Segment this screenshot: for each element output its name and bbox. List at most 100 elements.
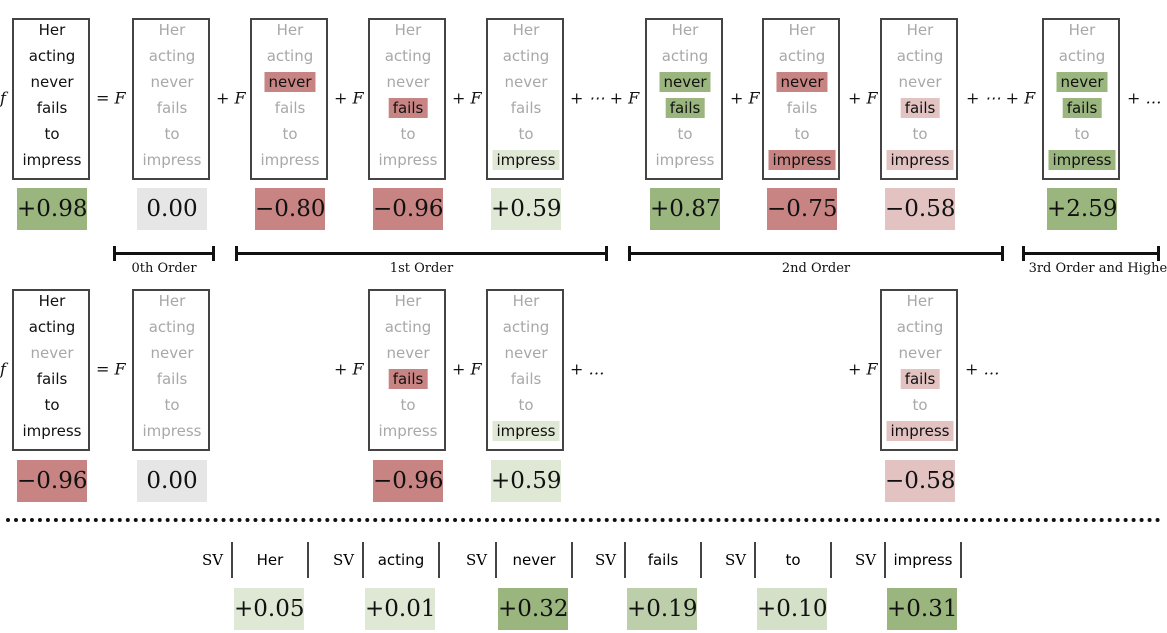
highlighted-token-never: never bbox=[776, 72, 828, 92]
input-bracket bbox=[12, 18, 90, 180]
token-to: to bbox=[282, 125, 298, 143]
token-Her: Her bbox=[1068, 21, 1096, 39]
sv-value-box: +0.19 bbox=[627, 588, 697, 630]
operator: + ⋯ + F bbox=[570, 88, 640, 108]
operator: + … bbox=[570, 359, 605, 379]
value-box: +0.87 bbox=[650, 188, 720, 230]
token-never: never bbox=[386, 344, 430, 362]
token-impress: impress bbox=[378, 422, 438, 440]
input-bracket bbox=[368, 289, 446, 451]
value-box: +0.59 bbox=[491, 460, 561, 502]
sv-bracket: to bbox=[754, 542, 832, 578]
token-to: to bbox=[44, 125, 60, 143]
highlighted-token-impress: impress bbox=[1048, 150, 1116, 170]
token-impress: impress bbox=[22, 151, 82, 169]
highlighted-token-impress: impress bbox=[492, 150, 560, 170]
sv-token: acting bbox=[377, 551, 425, 569]
operator: + F bbox=[334, 88, 364, 108]
token-never: never bbox=[150, 344, 194, 362]
token-to: to bbox=[400, 396, 416, 414]
operator: + F bbox=[452, 359, 482, 379]
sv-label: SV bbox=[202, 551, 224, 569]
token-never: never bbox=[504, 73, 548, 91]
value-box: +0.59 bbox=[491, 188, 561, 230]
operator: = F bbox=[96, 88, 126, 108]
sv-value-box: +0.32 bbox=[498, 588, 568, 630]
sv-label: SV bbox=[333, 551, 355, 569]
operator: + ⋯ + F bbox=[966, 88, 1036, 108]
value-box: −0.58 bbox=[885, 188, 955, 230]
input-bracket bbox=[132, 289, 210, 451]
token-acting: acting bbox=[266, 47, 314, 65]
highlighted-token-fails: fails bbox=[900, 98, 940, 118]
token-impress: impress bbox=[260, 151, 320, 169]
input-bracket bbox=[880, 289, 958, 451]
sv-bracket: Her bbox=[231, 542, 309, 578]
sv-token: fails bbox=[647, 551, 679, 569]
highlighted-token-fails: fails bbox=[665, 98, 705, 118]
value-box: −0.96 bbox=[17, 460, 87, 502]
token-impress: impress bbox=[142, 151, 202, 169]
value-box: −0.75 bbox=[767, 188, 837, 230]
input-bracket bbox=[132, 18, 210, 180]
value-box: −0.58 bbox=[885, 460, 955, 502]
input-bracket bbox=[368, 18, 446, 180]
highlighted-token-fails: fails bbox=[388, 369, 428, 389]
sv-token: never bbox=[512, 551, 556, 569]
operator: f bbox=[0, 359, 6, 379]
highlighted-token-impress: impress bbox=[886, 150, 954, 170]
operator: + F bbox=[334, 359, 364, 379]
token-Her: Her bbox=[394, 292, 422, 310]
order-label: 0th Order bbox=[131, 261, 197, 276]
token-acting: acting bbox=[778, 47, 826, 65]
token-Her: Her bbox=[276, 21, 304, 39]
sv-token: Her bbox=[256, 551, 284, 569]
token-fails: fails bbox=[786, 99, 818, 117]
operator: + … bbox=[965, 359, 1000, 379]
value-box: +0.98 bbox=[17, 188, 87, 230]
token-to: to bbox=[44, 396, 60, 414]
token-acting: acting bbox=[148, 47, 196, 65]
token-fails: fails bbox=[156, 370, 188, 388]
operator: + F bbox=[216, 88, 246, 108]
token-to: to bbox=[912, 396, 928, 414]
order-bracket bbox=[1022, 246, 1160, 261]
highlighted-token-fails: fails bbox=[900, 369, 940, 389]
sv-label: SV bbox=[855, 551, 877, 569]
operator: + F bbox=[848, 359, 878, 379]
token-Her: Her bbox=[158, 21, 186, 39]
value-box: −0.96 bbox=[373, 188, 443, 230]
token-Her: Her bbox=[512, 292, 540, 310]
operator: + F bbox=[452, 88, 482, 108]
token-acting: acting bbox=[148, 318, 196, 336]
token-to: to bbox=[518, 396, 534, 414]
token-to: to bbox=[164, 125, 180, 143]
token-fails: fails bbox=[156, 99, 188, 117]
order-label: 2nd Order bbox=[781, 261, 851, 276]
value-box: 0.00 bbox=[137, 460, 207, 502]
highlighted-token-impress: impress bbox=[886, 421, 954, 441]
input-bracket bbox=[645, 18, 723, 180]
sv-token: to bbox=[785, 551, 801, 569]
token-acting: acting bbox=[384, 47, 432, 65]
token-never: never bbox=[898, 344, 942, 362]
token-acting: acting bbox=[661, 47, 709, 65]
token-to: to bbox=[1074, 125, 1090, 143]
token-acting: acting bbox=[28, 47, 76, 65]
token-acting: acting bbox=[384, 318, 432, 336]
order-label: 1st Order bbox=[389, 261, 454, 276]
token-impress: impress bbox=[378, 151, 438, 169]
input-bracket bbox=[486, 18, 564, 180]
input-bracket bbox=[250, 18, 328, 180]
token-acting: acting bbox=[28, 318, 76, 336]
sv-bracket: impress bbox=[884, 542, 962, 578]
value-box: −0.80 bbox=[255, 188, 325, 230]
operator: = F bbox=[96, 359, 126, 379]
token-Her: Her bbox=[906, 292, 934, 310]
token-fails: fails bbox=[274, 99, 306, 117]
highlighted-token-fails: fails bbox=[388, 98, 428, 118]
operator: f bbox=[0, 88, 6, 108]
input-bracket bbox=[486, 289, 564, 451]
order-label: 3rd Order and Higher bbox=[1028, 261, 1167, 276]
sv-token: impress bbox=[893, 551, 953, 569]
